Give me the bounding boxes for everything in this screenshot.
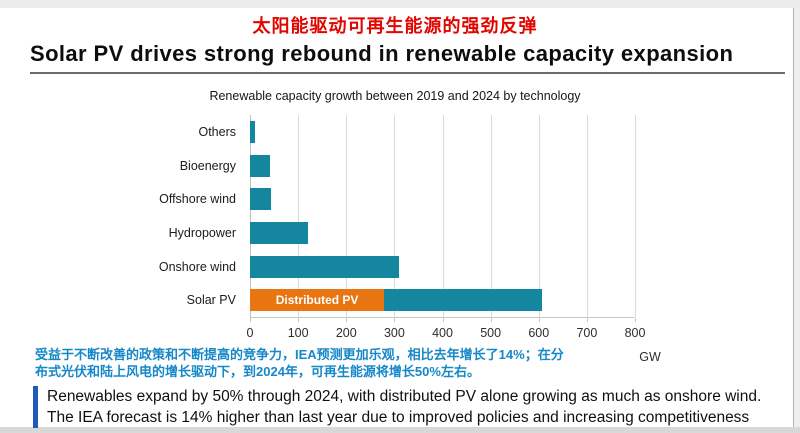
bar-chart-plot: Distributed PV: [250, 115, 636, 322]
bar-segment-utility-pv: [384, 289, 543, 312]
x-tick-label-0: 0: [246, 326, 254, 340]
gridline-200: [346, 115, 348, 317]
category-label-hydropower: Hydropower: [168, 225, 236, 240]
bar-segment-distributed-pv: Distributed PV: [250, 289, 385, 312]
chinese-note-line-1: 受益于不断改善的政策和不断提高的竞争力，IEA预测更加乐观，相比去年增长了14%…: [35, 347, 564, 362]
distributed-pv-label: Distributed PV: [275, 293, 359, 308]
english-note: Renewables expand by 50% through 2024, w…: [33, 386, 783, 428]
chart-row-onshore-wind: [250, 250, 635, 284]
gridline-700: [586, 115, 588, 317]
chinese-title: 太阳能驱动可再生能源的强劲反弹: [252, 16, 538, 36]
chart-row-bioenergy: [250, 149, 635, 183]
bar-rows: Distributed PV: [250, 115, 635, 317]
axis-tick-700: [586, 318, 588, 322]
page-edge-bottom: [0, 427, 800, 433]
axis-tick-600: [538, 318, 540, 322]
chart-row-others: [250, 115, 635, 149]
x-tick-label-800: 800: [624, 326, 646, 340]
gridline-600: [538, 115, 540, 317]
title-divider: [30, 72, 785, 74]
axis-tick-100: [298, 318, 300, 322]
bar-bioenergy: [250, 154, 270, 177]
gridline-800: [635, 115, 636, 317]
chart-category-labels: Others Bioenergy Offshore wind Hydropower On…: [0, 115, 244, 317]
category-label-onshore-wind: Onshore wind: [158, 259, 236, 274]
axis-tick-0: [250, 318, 251, 322]
axis-tick-800: [635, 318, 636, 322]
gridline-100: [298, 115, 300, 317]
english-note-line-1: Renewables expand by 50% through 2024, w…: [47, 388, 762, 405]
x-tick-label-300: 300: [383, 326, 405, 340]
axis-tick-200: [346, 318, 348, 322]
x-tick-label-100: 100: [287, 326, 309, 340]
x-tick-label-500: 500: [480, 326, 502, 340]
x-tick-label-700: 700: [576, 326, 598, 340]
chart-row-offshore-wind: [250, 182, 635, 216]
chinese-note: 受益于不断改善的政策和不断提高的竞争力，IEA预测更加乐观，相比去年增长了14%…: [35, 347, 635, 380]
page-title: Solar PV drives strong rebound in renewa…: [30, 41, 734, 66]
chart-row-hydropower: [250, 216, 635, 250]
chinese-note-line-2: 布式光伏和陆上风电的增长驱动下，到2024年，可再生能源将增长50%左右。: [35, 363, 480, 379]
category-label-others: Others: [198, 124, 236, 139]
category-label-solar-pv: Solar PV: [186, 293, 236, 308]
axis-tick-400: [442, 318, 444, 322]
page-edge-top: [0, 0, 800, 8]
gridline-500: [490, 115, 492, 317]
gridline-300: [394, 115, 396, 317]
axis-tick-300: [394, 318, 396, 322]
x-axis-unit-label: GW: [639, 350, 661, 364]
page-edge-right-line: [793, 8, 794, 427]
bar-offshore-wind: [250, 188, 271, 211]
english-note-line-2: The IEA forecast is 14% higher than last…: [47, 409, 750, 426]
category-label-offshore-wind: Offshore wind: [159, 192, 236, 207]
x-axis-line: [250, 317, 635, 318]
bar-solar-pv: Distributed PV: [250, 289, 585, 312]
bar-onshore-wind: [250, 255, 399, 278]
gridline-400: [442, 115, 444, 317]
chart-title: Renewable capacity growth between 2019 a…: [209, 89, 581, 103]
x-tick-label-200: 200: [335, 326, 357, 340]
gridline-0: [250, 115, 251, 317]
bar-hydropower: [250, 221, 309, 244]
x-tick-label-400: 400: [432, 326, 453, 340]
axis-tick-500: [490, 318, 492, 322]
x-tick-label-600: 600: [528, 326, 550, 340]
x-axis-ticks: 0 100 200 300 400 500 600 700 800: [246, 326, 646, 342]
category-label-bioenergy: Bioenergy: [179, 158, 236, 173]
chart-row-solar-pv: Distributed PV: [250, 283, 635, 317]
page-edge-right-fill: [794, 8, 800, 427]
bar-others: [250, 120, 255, 143]
